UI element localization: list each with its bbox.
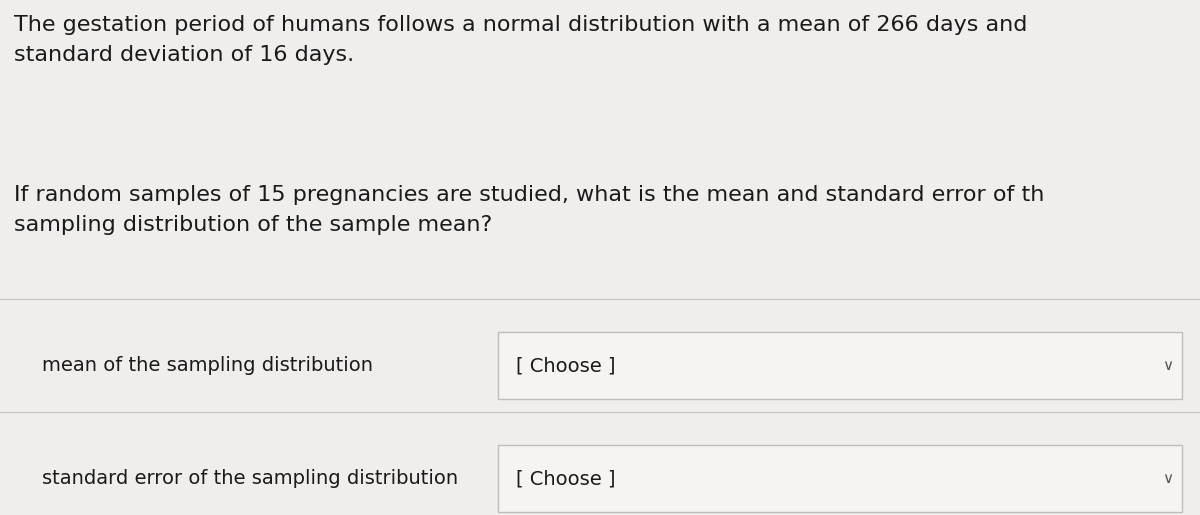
Text: If random samples of 15 pregnancies are studied, what is the mean and standard e: If random samples of 15 pregnancies are … bbox=[14, 185, 1045, 235]
FancyBboxPatch shape bbox=[498, 332, 1182, 399]
Text: ∨: ∨ bbox=[1162, 358, 1174, 373]
Text: standard error of the sampling distribution: standard error of the sampling distribut… bbox=[42, 470, 458, 488]
Text: [ Choose ]: [ Choose ] bbox=[516, 356, 616, 375]
Text: [ Choose ]: [ Choose ] bbox=[516, 470, 616, 488]
Text: mean of the sampling distribution: mean of the sampling distribution bbox=[42, 356, 373, 375]
Text: ∨: ∨ bbox=[1162, 471, 1174, 487]
FancyBboxPatch shape bbox=[498, 445, 1182, 512]
Text: The gestation period of humans follows a normal distribution with a mean of 266 : The gestation period of humans follows a… bbox=[14, 15, 1027, 65]
